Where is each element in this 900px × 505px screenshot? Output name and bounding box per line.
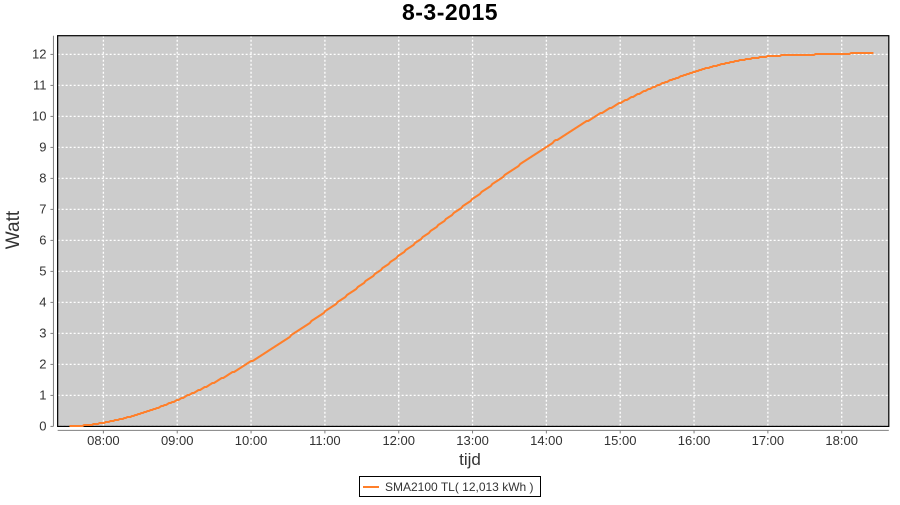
svg-text:0: 0 [39,418,46,433]
svg-text:14:00: 14:00 [530,433,563,448]
svg-text:1: 1 [39,387,46,402]
svg-text:4: 4 [39,294,46,309]
svg-text:12: 12 [32,46,46,61]
svg-text:18:00: 18:00 [825,433,858,448]
svg-text:11: 11 [33,77,47,92]
svg-text:7: 7 [39,201,46,216]
svg-text:15:00: 15:00 [604,433,637,448]
svg-text:5: 5 [39,263,46,278]
svg-text:9: 9 [39,139,46,154]
svg-text:09:00: 09:00 [161,433,194,448]
svg-text:13:00: 13:00 [456,433,489,448]
svg-text:17:00: 17:00 [752,433,785,448]
svg-text:3: 3 [39,325,46,340]
svg-text:6: 6 [39,232,46,247]
svg-text:16:00: 16:00 [678,433,711,448]
svg-text:10:00: 10:00 [235,433,268,448]
svg-text:12:00: 12:00 [382,433,415,448]
svg-text:2: 2 [39,356,46,371]
svg-text:8: 8 [39,170,46,185]
svg-text:11:00: 11:00 [309,433,341,448]
svg-text:10: 10 [32,108,46,123]
svg-text:08:00: 08:00 [87,433,120,448]
